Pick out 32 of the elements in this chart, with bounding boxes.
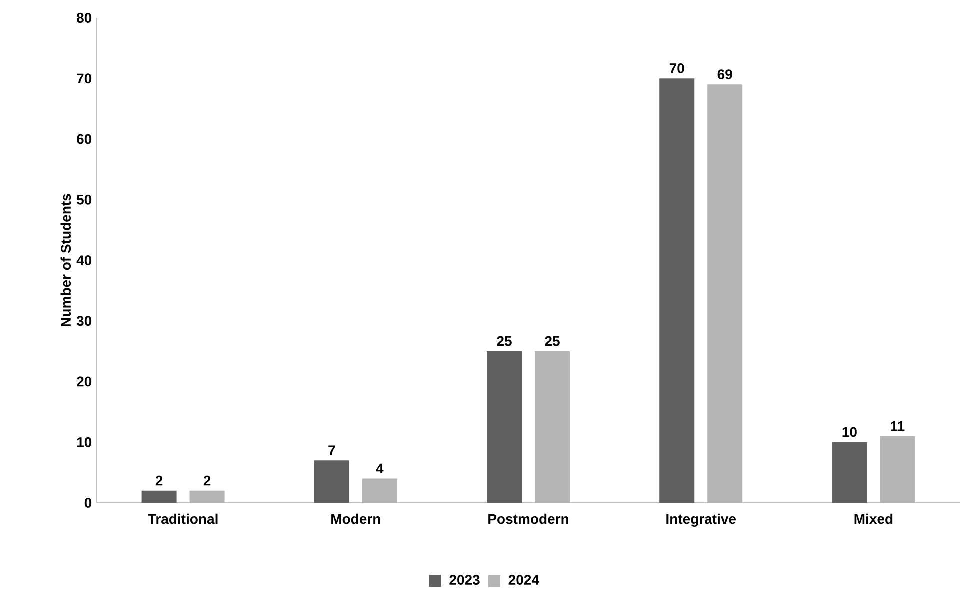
y-tick-label: 80 <box>77 13 92 23</box>
bar <box>190 490 225 503</box>
data-label: 10 <box>842 427 857 438</box>
x-tick-label: Mixed <box>854 514 893 524</box>
y-tick-label: 60 <box>77 134 92 144</box>
legend-label: 2023 <box>450 575 480 586</box>
legend-label: 2024 <box>508 575 540 585</box>
data-label: 70 <box>670 64 684 74</box>
bar <box>362 478 398 503</box>
data-label: 25 <box>497 336 512 346</box>
y-tick-label: 20 <box>77 376 92 387</box>
bar <box>708 84 743 503</box>
y-tick-label: 40 <box>76 256 92 266</box>
x-tick-label: Integrative <box>666 514 736 527</box>
data-label: 2 <box>204 476 211 486</box>
data-label: 25 <box>545 336 560 346</box>
y-tick-label: 0 <box>84 498 92 508</box>
data-label: 2 <box>156 476 163 486</box>
data-label: 4 <box>376 464 384 474</box>
y-axis-title: Number of Students <box>60 194 72 326</box>
y-tick-label: 70 <box>77 74 92 84</box>
data-label: 7 <box>328 446 336 456</box>
y-tick-label: 30 <box>76 316 92 326</box>
data-label: 69 <box>718 70 732 80</box>
x-tick-label: Postmodern <box>488 514 568 524</box>
y-tick-label: 10 <box>77 437 92 448</box>
bar <box>535 351 570 503</box>
data-label: 11 <box>891 421 905 432</box>
x-tick-label: Modern <box>332 514 380 524</box>
bar <box>880 436 916 503</box>
y-tick-label: 50 <box>77 194 92 205</box>
x-tick-label: Traditional <box>148 514 218 524</box>
